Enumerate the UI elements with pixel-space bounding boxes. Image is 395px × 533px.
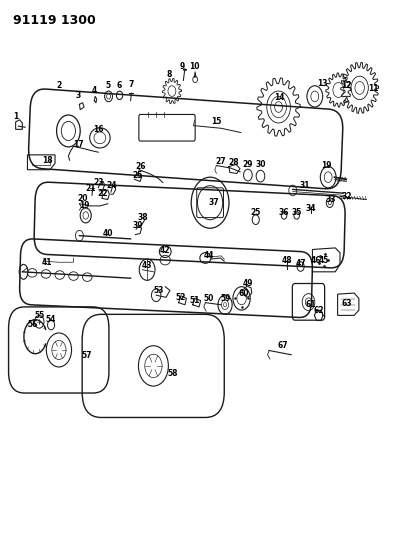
Text: 22: 22 xyxy=(97,189,107,198)
Text: 35: 35 xyxy=(292,208,302,217)
Text: 26: 26 xyxy=(135,162,146,171)
Text: 36: 36 xyxy=(278,208,289,217)
Text: 17: 17 xyxy=(73,140,84,149)
Text: 15: 15 xyxy=(211,117,222,126)
Text: 33: 33 xyxy=(325,195,336,204)
Text: 27: 27 xyxy=(215,157,226,166)
Text: 38: 38 xyxy=(138,213,149,222)
Text: 30: 30 xyxy=(256,160,267,169)
Text: 9: 9 xyxy=(180,62,185,71)
Text: 57: 57 xyxy=(81,351,92,360)
Text: 24: 24 xyxy=(106,181,117,190)
Text: 59: 59 xyxy=(221,294,231,303)
Text: 4: 4 xyxy=(92,85,97,94)
Text: 53: 53 xyxy=(154,286,164,295)
Text: 13: 13 xyxy=(318,79,328,88)
Text: 67: 67 xyxy=(278,341,289,350)
Text: 29: 29 xyxy=(243,160,253,169)
Text: 47: 47 xyxy=(295,259,306,268)
Text: 61: 61 xyxy=(306,300,316,309)
Text: 37: 37 xyxy=(209,198,219,207)
Text: 19: 19 xyxy=(322,161,332,170)
Text: 60: 60 xyxy=(239,288,249,297)
Text: 44: 44 xyxy=(203,252,214,260)
Text: 10: 10 xyxy=(189,62,199,71)
Text: 14: 14 xyxy=(274,93,285,102)
Text: 8: 8 xyxy=(166,70,172,78)
Text: 12: 12 xyxy=(341,81,352,90)
Text: 91119 1300: 91119 1300 xyxy=(13,14,95,27)
Text: 45: 45 xyxy=(319,256,329,264)
Text: 11: 11 xyxy=(369,84,379,93)
Text: 63: 63 xyxy=(341,299,352,308)
Text: 2: 2 xyxy=(56,81,62,90)
Text: 25: 25 xyxy=(132,171,143,180)
Text: 56: 56 xyxy=(28,320,38,329)
Text: 40: 40 xyxy=(103,229,113,238)
Text: 20: 20 xyxy=(77,194,88,203)
Text: 21: 21 xyxy=(85,184,96,193)
Text: 7: 7 xyxy=(129,80,134,89)
Text: 18: 18 xyxy=(42,156,53,165)
Text: 16: 16 xyxy=(93,125,103,134)
Text: 23: 23 xyxy=(93,178,103,187)
Text: 19: 19 xyxy=(79,201,89,211)
Text: 32: 32 xyxy=(341,192,352,201)
Text: 48: 48 xyxy=(282,256,293,264)
Text: 39: 39 xyxy=(132,221,143,230)
Text: 25: 25 xyxy=(250,208,261,217)
Text: 54: 54 xyxy=(46,315,56,324)
Text: 46: 46 xyxy=(311,256,322,264)
Text: 31: 31 xyxy=(299,181,310,190)
Text: 49: 49 xyxy=(243,279,253,288)
Text: 28: 28 xyxy=(228,158,239,167)
Text: 42: 42 xyxy=(160,246,171,255)
Text: 43: 43 xyxy=(142,261,152,270)
Text: 62: 62 xyxy=(314,305,324,314)
Text: 52: 52 xyxy=(176,293,186,302)
Text: 34: 34 xyxy=(306,204,316,213)
Text: 1: 1 xyxy=(13,112,18,121)
Text: 51: 51 xyxy=(189,296,199,305)
Text: 41: 41 xyxy=(42,258,53,266)
Text: 6: 6 xyxy=(117,81,122,90)
Text: 55: 55 xyxy=(34,311,44,320)
Text: 5: 5 xyxy=(105,81,110,90)
Text: 58: 58 xyxy=(168,369,179,378)
Text: 3: 3 xyxy=(76,91,81,100)
Text: 50: 50 xyxy=(203,294,214,303)
